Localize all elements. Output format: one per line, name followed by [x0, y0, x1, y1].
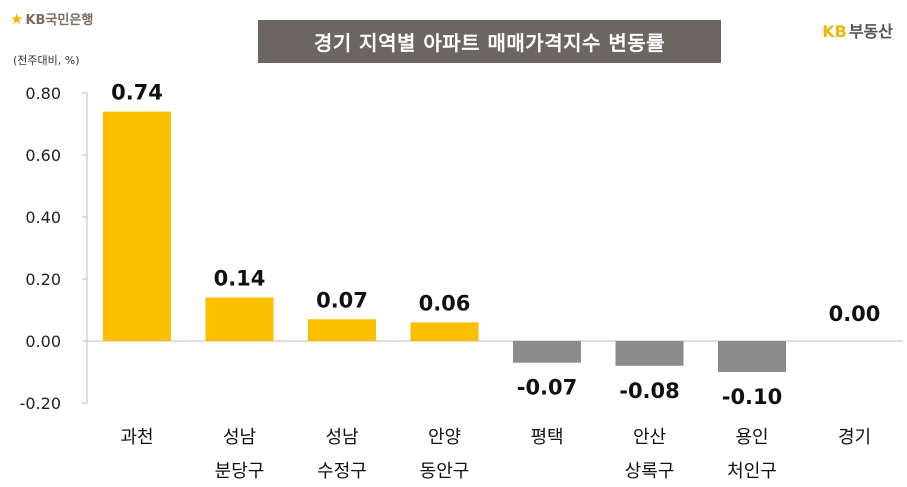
- bar-6: [615, 341, 684, 366]
- kb-realestate-logo-text: 부동산: [848, 22, 893, 41]
- kb-bank-logo-text: KB국민은행: [25, 13, 94, 28]
- value-label-6: -0.08: [619, 379, 680, 403]
- value-label-3: 0.07: [316, 288, 368, 312]
- value-label-8: 0.00: [829, 302, 881, 326]
- bar-3: [308, 319, 376, 341]
- bar-5: [513, 341, 581, 363]
- bar-2: [205, 297, 274, 341]
- category-label-4-line-1: 안양: [428, 427, 461, 448]
- y-tick-label: 0.20: [25, 270, 61, 289]
- bar-4: [410, 322, 479, 341]
- category-label-7-line-2: 처인구: [727, 461, 777, 482]
- category-label-2-line-2: 분당구: [215, 461, 265, 482]
- category-label-1-line-1: 과천: [120, 427, 153, 448]
- y-tick-label: 0.60: [25, 146, 61, 165]
- category-label-2-line-1: 성남: [223, 427, 256, 448]
- category-label-8-line-1: 경기: [838, 427, 871, 448]
- kb-realestate-logo-kb: KB: [822, 22, 847, 41]
- value-label-4: 0.06: [419, 291, 471, 315]
- category-label-4-line-2: 동안구: [420, 461, 470, 482]
- kb-realestate-logo: KB 부동산: [822, 18, 893, 42]
- category-label-7-line-1: 용인: [735, 427, 768, 448]
- y-tick-label: -0.20: [20, 394, 61, 413]
- value-label-1: 0.74: [111, 81, 163, 105]
- bar-7: [718, 341, 786, 372]
- y-tick-label: 0.40: [25, 208, 61, 227]
- category-label-3-line-1: 성남: [325, 427, 358, 448]
- category-label-6-line-1: 안산: [633, 427, 666, 448]
- kb-star-icon: ★: [10, 9, 24, 28]
- kb-bank-logo: ★ KB국민은행: [10, 9, 94, 29]
- value-label-2: 0.14: [214, 267, 266, 291]
- y-tick-label: 0.00: [25, 332, 61, 351]
- category-label-6-line-2: 상록구: [625, 461, 675, 482]
- category-label-3-line-2: 수정구: [317, 461, 367, 482]
- category-label-5-line-1: 평택: [530, 427, 563, 448]
- bar-1: [103, 111, 171, 341]
- value-label-5: -0.07: [517, 376, 578, 400]
- chart-title: 경기 지역별 아파트 매매가격지수 변동률: [258, 20, 721, 63]
- y-axis-unit-label: (전주대비, %): [13, 54, 80, 67]
- value-label-7: -0.10: [722, 385, 783, 409]
- y-tick-label: 0.80: [25, 84, 61, 103]
